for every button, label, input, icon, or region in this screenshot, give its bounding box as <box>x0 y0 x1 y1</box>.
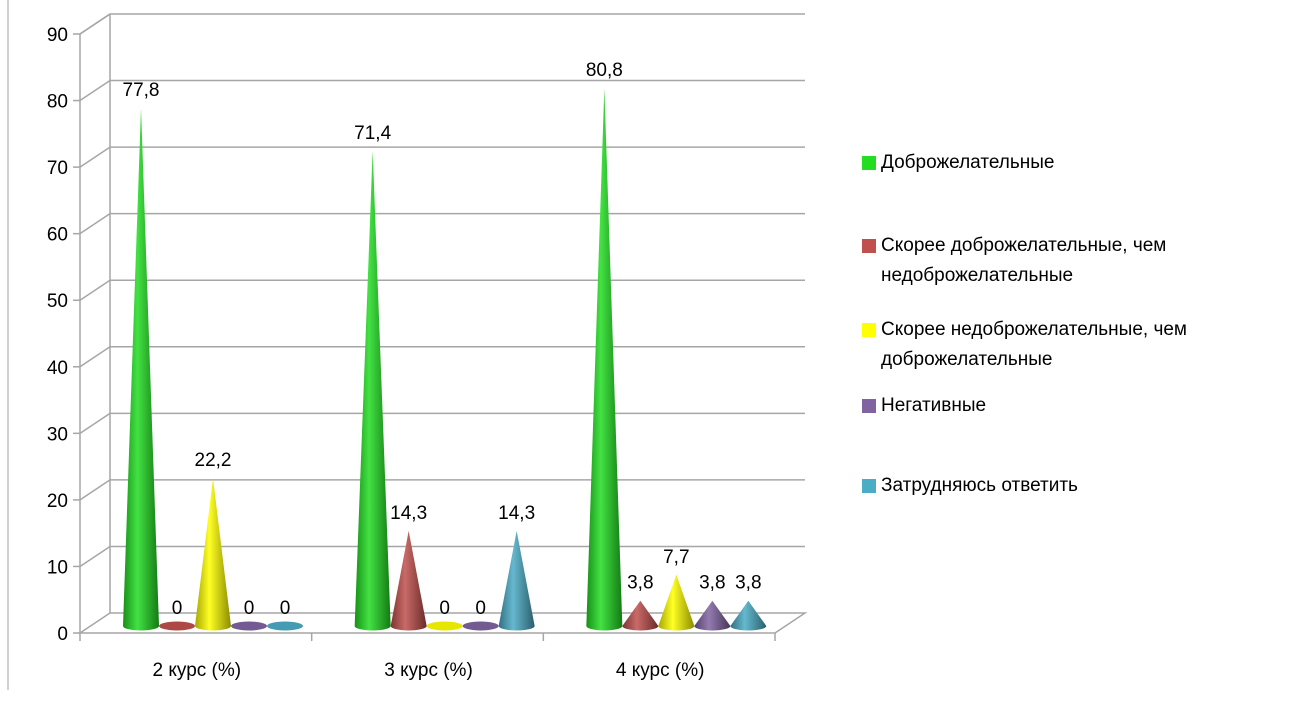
legend-label: Скорее недоброжелательные, чем доброжела… <box>881 319 1187 370</box>
data-label: 3,8 <box>735 573 761 594</box>
y-tick-label: 90 <box>47 25 68 46</box>
bar <box>730 600 767 631</box>
legend-item: Скорее недоброжелательные, чем доброжела… <box>862 317 1281 375</box>
bar <box>586 88 623 631</box>
legend-label: Доброжелательные <box>881 152 1055 173</box>
bar <box>694 600 731 631</box>
legend-swatch <box>862 399 876 413</box>
y-tick-label: 70 <box>47 158 68 179</box>
data-label: 14,3 <box>390 503 427 524</box>
y-tick-label: 20 <box>47 491 68 512</box>
legend-swatch <box>862 323 876 337</box>
data-label: 22,2 <box>195 450 232 471</box>
legend-label: Негативные <box>881 395 987 416</box>
legend-item: Негативные <box>862 393 986 421</box>
x-tick-label: 3 курс (%) <box>384 660 473 681</box>
bar <box>498 530 535 631</box>
gridline <box>79 545 805 568</box>
y-tick-label: 40 <box>47 358 68 379</box>
y-tick-label: 30 <box>47 424 68 445</box>
gridline <box>79 212 805 235</box>
y-tick-label: 10 <box>47 557 68 578</box>
bar <box>123 108 159 631</box>
data-label: 0 <box>244 598 255 619</box>
legend-swatch <box>862 239 876 253</box>
data-label: 3,8 <box>627 573 653 594</box>
legend-label: Затрудняюсь ответить <box>881 475 1078 496</box>
gridline <box>79 346 805 368</box>
bar <box>267 621 303 631</box>
y-tick-label: 50 <box>47 291 68 312</box>
x-tick-label: 4 курс (%) <box>616 660 705 681</box>
bar <box>390 530 427 631</box>
gridline <box>79 13 805 35</box>
data-label: 3,8 <box>699 573 725 594</box>
data-label: 80,8 <box>586 60 623 81</box>
legend-item: Доброжелательные <box>862 150 1054 178</box>
data-label: 0 <box>475 598 486 619</box>
y-tick-label: 60 <box>47 225 68 246</box>
legend-label: Скорее доброжелательные, чем недоброжела… <box>881 235 1167 286</box>
gridline <box>79 412 805 434</box>
back-wall-edge <box>79 13 111 633</box>
legend-swatch <box>862 479 876 493</box>
gridline <box>79 479 805 501</box>
data-label: 7,7 <box>663 547 689 568</box>
bar <box>462 621 499 631</box>
y-tick-label: 0 <box>57 624 68 645</box>
legend-swatch <box>862 156 876 170</box>
data-label: 71,4 <box>354 123 391 144</box>
gridline <box>79 79 805 102</box>
x-tick-label: 2 курс (%) <box>153 660 242 681</box>
data-label: 77,8 <box>123 80 160 101</box>
gridline <box>79 146 805 168</box>
y-tick-label: 80 <box>47 92 68 113</box>
data-label: 0 <box>280 598 291 619</box>
bar <box>622 600 659 631</box>
bar <box>658 574 695 631</box>
bar <box>159 621 195 631</box>
legend-item: Затрудняюсь ответить <box>862 473 1078 501</box>
gridline <box>79 279 805 301</box>
bar <box>195 478 231 631</box>
data-label: 0 <box>439 598 450 619</box>
bar <box>426 621 463 631</box>
bar <box>354 150 391 631</box>
data-label: 0 <box>172 598 183 619</box>
bar <box>231 621 267 631</box>
data-label: 14,3 <box>498 503 535 524</box>
legend-item: Скорее доброжелательные, чем недоброжела… <box>862 233 1281 291</box>
